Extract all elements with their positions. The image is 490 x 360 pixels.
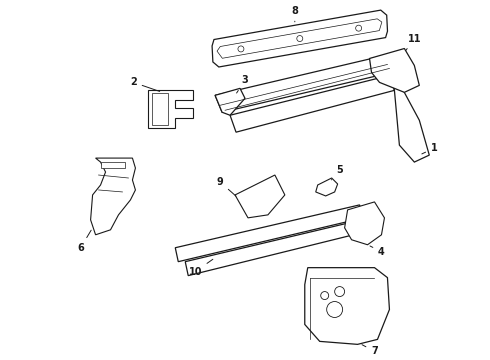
Text: 4: 4 [370,246,385,257]
Text: 3: 3 [237,75,248,93]
Text: 7: 7 [362,345,378,356]
Text: 11: 11 [406,33,421,50]
Polygon shape [175,205,364,262]
Text: 2: 2 [130,77,160,91]
Polygon shape [305,268,390,345]
Polygon shape [152,93,168,125]
Text: 9: 9 [217,177,236,196]
Polygon shape [91,158,135,235]
Text: 1: 1 [422,143,438,154]
Polygon shape [212,10,388,67]
Polygon shape [235,175,285,218]
Polygon shape [185,220,366,276]
Polygon shape [217,19,382,58]
Polygon shape [230,75,394,132]
Polygon shape [148,90,193,128]
Polygon shape [215,55,392,112]
Polygon shape [344,202,385,245]
Text: 10: 10 [189,259,213,276]
Polygon shape [385,55,429,162]
Polygon shape [100,162,125,168]
Text: 5: 5 [331,165,343,180]
Polygon shape [316,178,338,196]
Polygon shape [369,49,419,92]
Text: 6: 6 [77,230,91,253]
Polygon shape [215,88,245,115]
Text: 8: 8 [292,6,298,22]
